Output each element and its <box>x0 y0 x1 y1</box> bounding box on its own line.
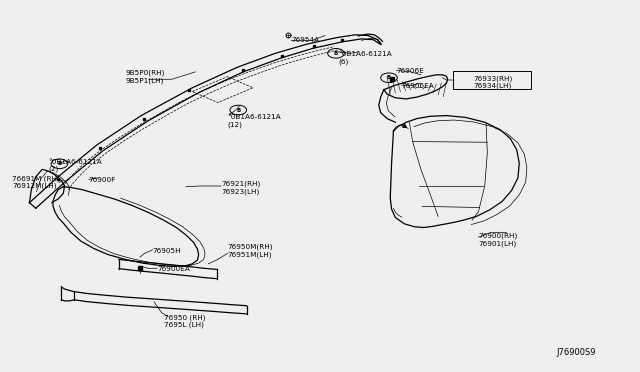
Text: 76950M(RH)
76951M(LH): 76950M(RH) 76951M(LH) <box>227 244 273 258</box>
Text: 76900F: 76900F <box>89 177 116 183</box>
Text: J76900S9: J76900S9 <box>556 348 596 357</box>
Text: 76950 (RH)
7695L (LH): 76950 (RH) 7695L (LH) <box>164 314 205 328</box>
Text: 76933(RH)
76934(LH): 76933(RH) 76934(LH) <box>473 75 513 89</box>
Text: °0B1A6-6121A
(12): °0B1A6-6121A (12) <box>227 115 281 128</box>
Text: 76906EA: 76906EA <box>402 83 435 89</box>
Text: °0B1A6-6121A
(2): °0B1A6-6121A (2) <box>49 159 102 172</box>
Text: 76900EA: 76900EA <box>157 266 190 272</box>
Text: B: B <box>58 161 61 166</box>
Text: 76905H: 76905H <box>153 248 181 254</box>
Text: B: B <box>236 108 241 112</box>
Text: B: B <box>334 51 338 56</box>
Text: 76906E: 76906E <box>397 68 424 74</box>
Text: 76691M (RH)
76912M(LH): 76691M (RH) 76912M(LH) <box>12 175 60 189</box>
Text: 76900(RH)
76901(LH): 76900(RH) 76901(LH) <box>478 233 518 247</box>
Text: 76954A: 76954A <box>291 36 319 43</box>
Text: 76921(RH)
76923(LH): 76921(RH) 76923(LH) <box>221 181 260 195</box>
Text: B: B <box>387 75 391 80</box>
Text: 9B5P0(RH)
9B5P1(LH): 9B5P0(RH) 9B5P1(LH) <box>125 70 164 84</box>
Text: °0B1A6-6121A
(6): °0B1A6-6121A (6) <box>338 51 392 65</box>
